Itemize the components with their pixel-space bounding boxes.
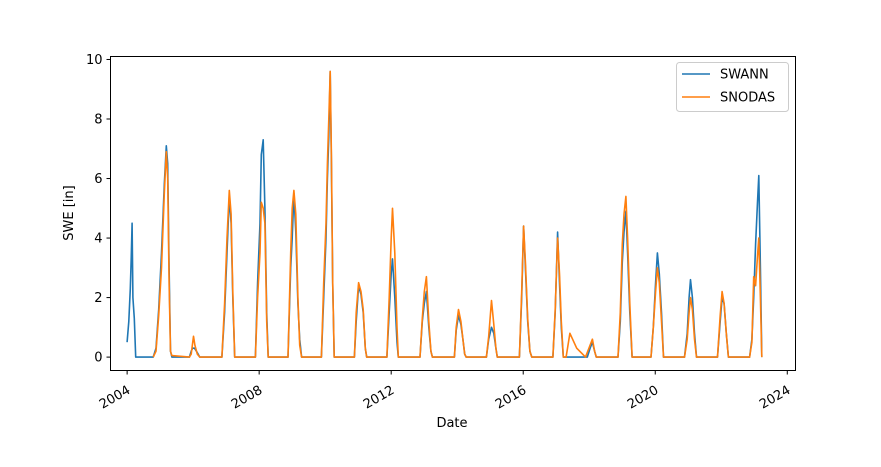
y-tick-label: 10 — [86, 53, 103, 68]
legend-label-swann: SWANN — [720, 68, 769, 83]
y-axis-ticks: 0 2 4 6 8 10 — [86, 53, 111, 366]
legend-label-snodas: SNODAS — [720, 91, 775, 106]
y-tick-label: 0 — [94, 351, 102, 366]
x-axis-label: Date — [436, 416, 467, 431]
y-tick-label: 4 — [94, 232, 102, 247]
legend: SWANN SNODAS — [676, 62, 789, 112]
y-axis-label: SWE [in] — [62, 185, 77, 240]
series-line-snodas — [152, 70, 763, 358]
plot-area-frame — [110, 56, 796, 371]
plot-lines — [126, 70, 763, 358]
y-tick-label: 6 — [94, 172, 102, 187]
y-tick-label: 2 — [94, 291, 102, 306]
y-tick-label: 8 — [94, 113, 102, 128]
